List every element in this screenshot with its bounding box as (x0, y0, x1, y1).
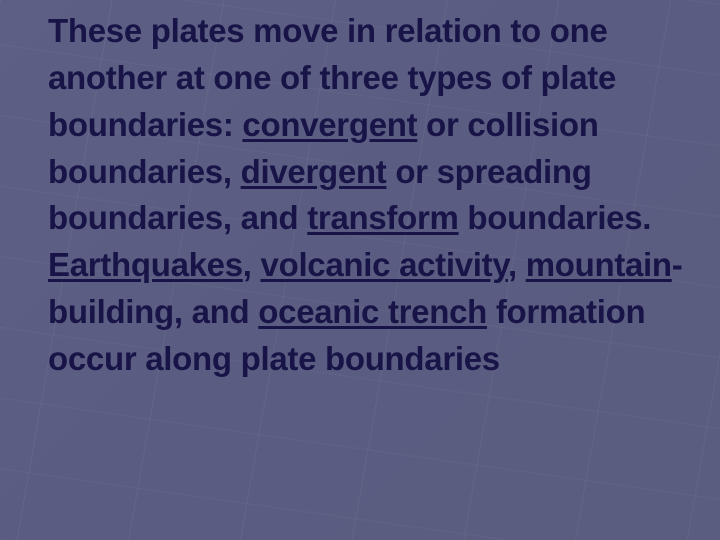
slide: These plates move in relation to one ano… (0, 0, 720, 540)
link-divergent[interactable]: divergent (241, 153, 387, 190)
text-segment: boundaries. (459, 199, 652, 236)
link-convergent[interactable]: convergent (242, 106, 417, 143)
link-volcanic-activity[interactable]: volcanic activity (261, 246, 508, 283)
link-earthquakes[interactable]: Earthquakes (48, 246, 243, 283)
text-segment: , (243, 246, 261, 283)
text-segment: , (508, 246, 526, 283)
link-transform[interactable]: transform (307, 199, 458, 236)
link-mountain[interactable]: mountain (526, 246, 672, 283)
slide-body-text: These plates move in relation to one ano… (48, 8, 700, 383)
link-oceanic-trench[interactable]: oceanic trench (258, 293, 487, 330)
